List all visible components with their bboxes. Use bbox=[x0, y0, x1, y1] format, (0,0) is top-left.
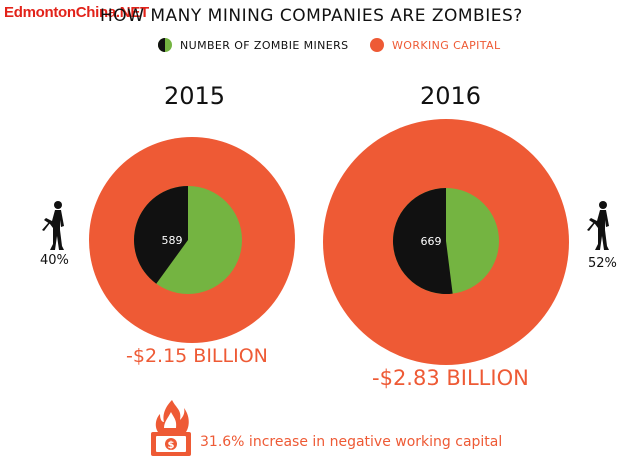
legend-item-capital: WORKING CAPITAL bbox=[370, 38, 501, 52]
legend-label-zombie: NUMBER OF ZOMBIE MINERS bbox=[180, 38, 349, 52]
zombie-icon-2015 bbox=[42, 201, 64, 250]
footer-text: 31.6% increase in negative working capit… bbox=[200, 434, 503, 450]
zombie-slice-2015 bbox=[133, 186, 188, 284]
working-capital-value-2015: -$2.15 BILLION bbox=[126, 345, 268, 367]
legend-item-zombie: NUMBER OF ZOMBIE MINERS bbox=[158, 38, 349, 52]
zombie-share-2016: 52% bbox=[588, 256, 617, 271]
zombie-count-2015: 589 bbox=[162, 234, 183, 247]
burning-money-icon: $ bbox=[151, 400, 191, 456]
half-circle-icon bbox=[158, 38, 172, 52]
year-label-2016: 2016 bbox=[420, 82, 482, 110]
working-capital-value-2016: -$2.83 BILLION bbox=[372, 366, 529, 390]
zombie-icon-2016 bbox=[587, 201, 609, 250]
svg-text:$: $ bbox=[168, 440, 175, 451]
zombie-share-2015: 40% bbox=[40, 253, 69, 268]
legend-label-capital: WORKING CAPITAL bbox=[392, 38, 501, 52]
chart-title: HOW MANY MINING COMPANIES ARE ZOMBIES? bbox=[100, 6, 523, 26]
year-label-2015: 2015 bbox=[164, 82, 226, 110]
legend: NUMBER OF ZOMBIE MINERS WORKING CAPITAL bbox=[0, 38, 640, 58]
zombie-count-2016: 669 bbox=[421, 235, 442, 248]
zombie-slice-2016 bbox=[392, 187, 453, 294]
orange-circle-icon bbox=[370, 38, 384, 52]
watermark: EdmontonChina.NET bbox=[4, 4, 149, 21]
